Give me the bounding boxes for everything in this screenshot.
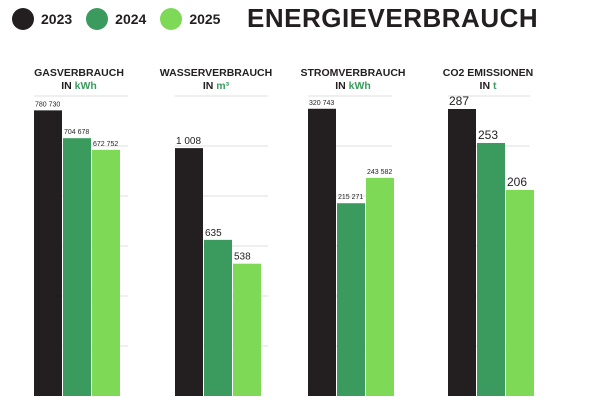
- data-label-2023: 320 743: [309, 100, 334, 107]
- legend-label-2025: 2025: [189, 11, 221, 27]
- panel-title-co2-unit: IN t: [479, 80, 497, 92]
- panel-title-power-name: STROMVERBRAUCH: [300, 67, 406, 79]
- bar-2024: [204, 239, 232, 396]
- legend-swatch-2024: [86, 8, 109, 30]
- data-label-2025: 672 752: [93, 141, 118, 148]
- data-label-2023: 1 008: [176, 136, 201, 147]
- data-label-2025: 243 582: [367, 169, 392, 176]
- panel-title-co2-name: CO2 EMISSIONEN: [442, 67, 534, 79]
- panel-title-water-name: WASSERVERBRAUCH: [159, 67, 273, 79]
- bar-2024: [63, 138, 91, 396]
- legend-item-2024: 2024: [86, 8, 146, 30]
- legend: 2023 2024 2025: [12, 6, 234, 32]
- data-label-2024: 635: [205, 228, 222, 239]
- panel-title-gas: GASVERBRAUCH IN kWh: [4, 67, 154, 93]
- bar-2023: [448, 109, 476, 396]
- panel-title-power-unit: IN kWh: [335, 80, 371, 92]
- data-label-2024: 704 678: [64, 129, 89, 136]
- legend-swatch-2023: [12, 8, 34, 30]
- panel-title-power: STROMVERBRAUCH IN kWh: [278, 67, 428, 93]
- bar-2023: [308, 108, 336, 397]
- bar-2024: [337, 203, 365, 396]
- data-label-2023: 780 730: [35, 101, 60, 108]
- bar-2023: [34, 110, 62, 397]
- panel-title-water-unit: IN m³: [202, 80, 230, 92]
- data-label-2024: 215 271: [338, 194, 363, 201]
- data-label-2024: 253: [478, 128, 498, 142]
- legend-item-2025: 2025: [160, 8, 220, 30]
- bar-2024: [477, 143, 505, 396]
- data-label-2025: 538: [234, 252, 251, 263]
- panel-title-water: WASSERVERBRAUCH IN m³: [141, 67, 291, 93]
- bar-2025: [92, 149, 120, 396]
- panel-title-gas-name: GASVERBRAUCH: [34, 67, 124, 79]
- page-title: ENERGIEVERBRAUCH: [247, 3, 539, 33]
- panel-title-gas-unit: IN kWh: [61, 80, 97, 92]
- panel-title-co2: CO2 EMISSIONEN IN t: [413, 67, 563, 93]
- bar-2025: [506, 190, 534, 396]
- legend-label-2023: 2023: [41, 11, 73, 27]
- data-label-2025: 206: [507, 175, 527, 189]
- legend-swatch-2025: [160, 8, 183, 30]
- legend-item-2023: 2023: [12, 8, 72, 30]
- bar-2023: [175, 148, 203, 396]
- legend-label-2024: 2024: [115, 11, 147, 27]
- bar-2025: [366, 177, 394, 396]
- bar-2025: [233, 263, 261, 396]
- data-label-2023: 287: [449, 94, 469, 108]
